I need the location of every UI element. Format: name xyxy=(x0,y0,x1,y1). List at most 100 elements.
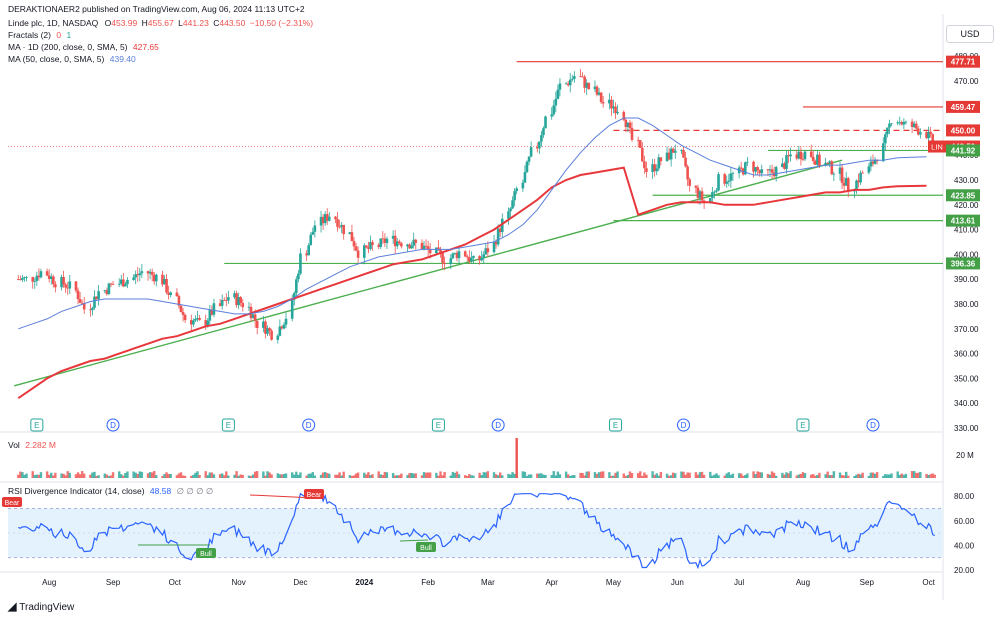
volume-bar-218 xyxy=(643,472,646,478)
candle-body-119 xyxy=(356,250,360,258)
candle-body-205 xyxy=(608,99,611,104)
candle-body-67 xyxy=(208,309,212,321)
candle-body-307 xyxy=(900,122,904,125)
candle-body-222 xyxy=(655,168,659,172)
volume-bar-33 xyxy=(109,475,113,478)
volume-bar-272 xyxy=(799,473,803,478)
currency-button[interactable]: USD xyxy=(946,25,994,43)
volume-bar-209 xyxy=(616,471,619,478)
volume-bar-136 xyxy=(408,473,411,478)
candle-body-304 xyxy=(890,123,893,125)
volume-bar-267 xyxy=(785,472,788,478)
candle-body-265 xyxy=(781,163,784,168)
volume-bar-178 xyxy=(527,474,531,478)
volume-bar-86 xyxy=(264,475,267,478)
candle-body-314 xyxy=(919,132,922,135)
volume-bar-145 xyxy=(435,472,438,478)
bear-badge-0-bg xyxy=(2,497,22,507)
candle-body-283 xyxy=(830,161,834,175)
candle-body-76 xyxy=(235,293,238,306)
candle-body-30 xyxy=(103,290,107,292)
volume-bar-43 xyxy=(138,471,142,478)
volume-bar-65 xyxy=(204,471,207,478)
volume-bar-254 xyxy=(746,473,749,478)
candle-body-157 xyxy=(468,257,471,262)
volume-bar-9 xyxy=(39,472,43,478)
dividend-marker-7: D xyxy=(681,421,687,430)
rsi-value: 48.58 xyxy=(149,486,172,496)
dividend-marker-1: D xyxy=(110,421,116,430)
volume-bar-224 xyxy=(659,471,663,478)
volume-bar-164 xyxy=(486,471,490,478)
candle-body-183 xyxy=(542,128,545,136)
candle-body-127 xyxy=(381,238,385,240)
candle-body-181 xyxy=(538,141,541,149)
candle-body-47 xyxy=(150,271,154,275)
volume-bar-138 xyxy=(412,473,415,478)
candle-body-227 xyxy=(669,148,673,160)
volume-bar-50 xyxy=(161,475,164,478)
candle-body-121 xyxy=(365,245,368,248)
price-tick-label-11: 370.00 xyxy=(954,325,979,334)
volume-bar-110 xyxy=(334,474,337,478)
candle-body-302 xyxy=(886,127,889,135)
dividend-marker-3: D xyxy=(306,421,312,430)
volume-bar-80 xyxy=(247,475,251,478)
candle-body-221 xyxy=(653,164,656,172)
candle-body-37 xyxy=(122,279,125,287)
volume-bar-89 xyxy=(270,474,273,478)
volume-bar-270 xyxy=(795,475,798,478)
candle-body-60 xyxy=(189,320,193,325)
volume-bar-190 xyxy=(564,471,568,478)
legend-ma50-value: 439.40 xyxy=(109,54,136,64)
volume-bar-67 xyxy=(208,472,212,478)
candle-body-172 xyxy=(511,200,514,209)
candle-body-193 xyxy=(570,78,574,80)
volume-bar-207 xyxy=(612,475,615,478)
volume-bar-222 xyxy=(655,473,658,478)
volume-bar-77 xyxy=(237,475,240,478)
volume-bar-84 xyxy=(255,471,259,478)
volume-bar-17 xyxy=(64,475,67,478)
volume-bar-240 xyxy=(709,471,712,478)
legend-ma50-row[interactable]: MA (50, close, 0, SMA, 5) 439.40 xyxy=(8,54,136,64)
volume-bar-40 xyxy=(132,471,135,478)
volume-bar-116 xyxy=(350,475,354,478)
candle-body-155 xyxy=(463,251,467,257)
candle-body-137 xyxy=(410,245,413,249)
candle-body-133 xyxy=(397,241,401,244)
candle-body-309 xyxy=(904,121,908,123)
candle-body-56 xyxy=(177,296,181,306)
volume-bar-285 xyxy=(838,472,842,478)
candle-body-55 xyxy=(175,292,179,297)
candle-body-35 xyxy=(117,283,121,285)
trendline xyxy=(13,159,843,387)
dividend-marker-bg-9 xyxy=(866,418,880,432)
volume-bar-206 xyxy=(610,475,613,478)
legend-fractals-row[interactable]: Fractals (2) 0 1 xyxy=(8,30,71,40)
dividend-marker-5: D xyxy=(495,421,501,430)
dividend-marker-bg-1 xyxy=(106,418,120,432)
candle-body-12 xyxy=(49,276,53,279)
volume-bar-200 xyxy=(593,472,597,478)
volume-bar-8 xyxy=(37,474,41,478)
candle-body-93 xyxy=(282,324,286,329)
rsi-label-row: RSI Divergence Indicator (14, close) 48.… xyxy=(8,486,213,497)
volume-bar-19 xyxy=(68,472,71,478)
volume-bar-147 xyxy=(439,471,442,478)
volume-bar-239 xyxy=(702,474,706,478)
dividend-marker-bg-7 xyxy=(677,418,691,432)
candle-body-258 xyxy=(758,170,762,174)
volume-bar-153 xyxy=(455,471,459,478)
legend-ma200-row[interactable]: MA · 1D (200, close, 0, SMA, 5) 427.65 xyxy=(8,42,159,52)
volume-bar-271 xyxy=(797,474,801,478)
candle-body-266 xyxy=(783,163,786,169)
legend-symbol[interactable]: Linde plc, 1D, NASDAQ xyxy=(8,18,99,28)
candle-body-306 xyxy=(898,122,902,123)
volume-bar-245 xyxy=(723,475,726,478)
bear-badge-1-bg xyxy=(304,489,324,499)
candle-body-288 xyxy=(844,178,848,186)
volume-bar-83 xyxy=(253,471,257,478)
volume-bar-41 xyxy=(134,472,137,478)
